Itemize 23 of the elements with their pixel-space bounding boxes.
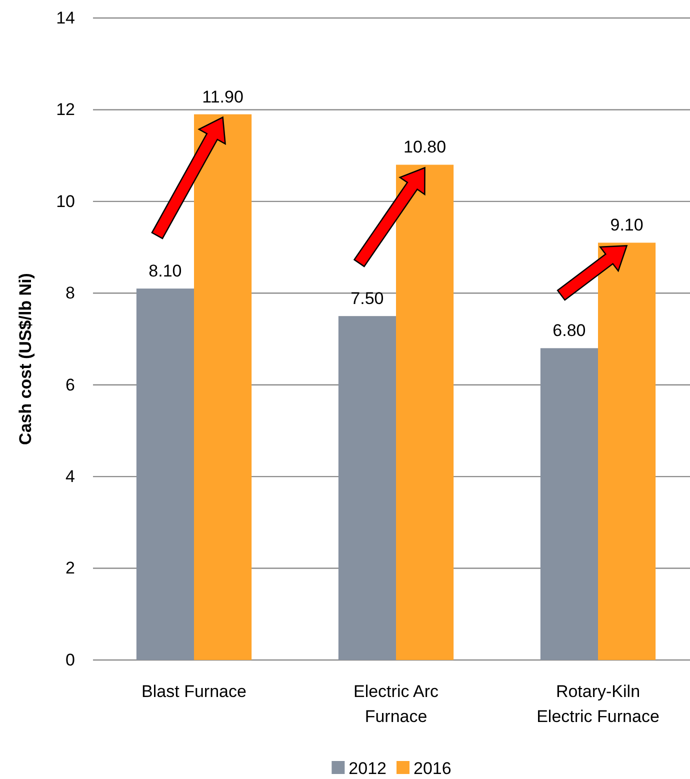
legend-label: 2012 <box>348 759 386 778</box>
bar <box>338 316 396 660</box>
bar <box>136 288 194 660</box>
y-tick-label: 10 <box>56 192 75 211</box>
x-tick-label: Blast Furnace <box>142 682 246 701</box>
data-label: 8.10 <box>148 262 182 281</box>
y-tick-label: 4 <box>66 467 75 486</box>
data-label: 9.10 <box>610 216 644 235</box>
y-tick-label: 6 <box>66 375 75 394</box>
data-label: 10.80 <box>404 138 446 157</box>
data-label: 7.50 <box>350 289 384 308</box>
y-tick-label: 12 <box>56 100 75 120</box>
y-tick-label: 0 <box>66 650 75 670</box>
y-tick-label: 14 <box>56 8 75 28</box>
legend-label: 2016 <box>414 759 452 778</box>
y-tick-label: 8 <box>66 284 75 303</box>
x-tick-label: Electric Arc Furnace <box>353 682 439 726</box>
y-tick-label: 2 <box>66 558 75 578</box>
bar <box>540 348 598 660</box>
x-tick-label: Rotary-Kiln Electric Furnace <box>536 682 660 726</box>
y-axis-title: Cash cost (US$/lb Ni) <box>16 273 35 445</box>
data-label: 11.90 <box>202 87 244 106</box>
data-label: 6.80 <box>552 321 586 340</box>
